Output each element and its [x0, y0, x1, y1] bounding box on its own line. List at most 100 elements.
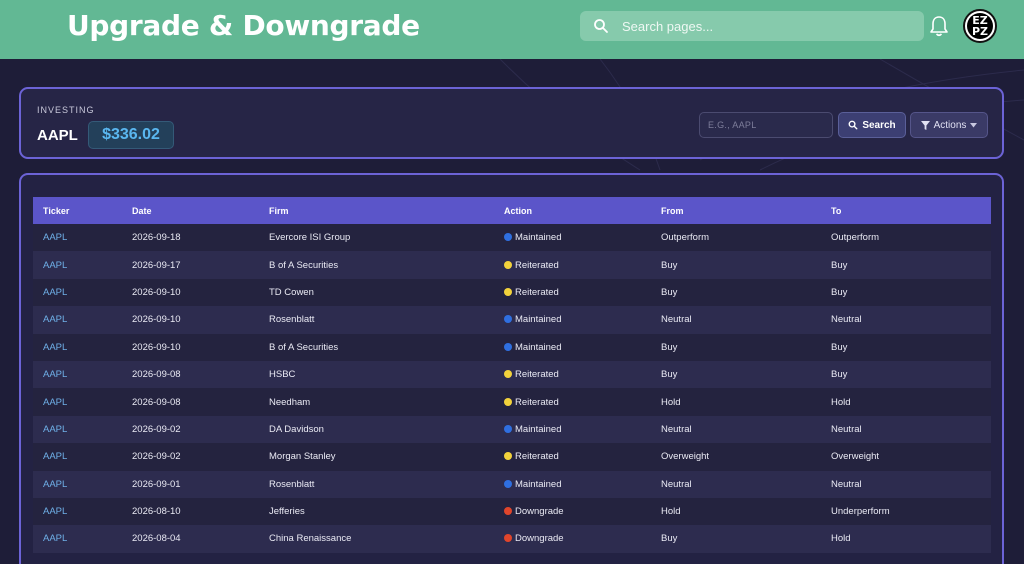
table-row[interactable]: AAPL 2026-08-10 Jefferies Downgrade Hold Unde…: [33, 497, 991, 526]
filter-icon: [920, 120, 930, 130]
row-date: 2026-09-18: [132, 232, 181, 244]
action-label: Downgrade: [515, 533, 564, 545]
page-search-bar[interactable]: [580, 11, 924, 41]
table-body: AAPL 2026-09-18 Evercore ISI Group Maintain…: [33, 224, 991, 553]
row-firm: DA Davidson: [269, 423, 324, 435]
page-search-input[interactable]: [622, 18, 912, 34]
action-label: Maintained: [515, 232, 562, 244]
table-row[interactable]: AAPL 2026-09-17 B of A Securities Reiterate…: [33, 251, 991, 279]
row-ticker-link[interactable]: AAPL: [43, 232, 68, 244]
search-icon: [594, 19, 608, 33]
table-row[interactable]: AAPL 2026-09-01 Rosenblatt Maintained Neutra…: [33, 470, 991, 498]
action-label: Reiterated: [515, 369, 559, 381]
row-from-rating: Hold: [661, 396, 681, 408]
row-date: 2026-09-08: [132, 369, 181, 381]
row-action: Reiterated: [494, 443, 651, 470]
row-action: Maintained: [494, 224, 651, 251]
row-date: 2026-08-10: [132, 506, 181, 518]
row-firm: Rosenblatt: [269, 478, 315, 490]
row-ticker-link[interactable]: AAPL: [43, 286, 68, 298]
row-firm: B of A Securities: [269, 341, 339, 353]
action-label: Maintained: [515, 341, 562, 353]
row-ticker-link[interactable]: AAPL: [43, 369, 68, 381]
ticker-search-input[interactable]: [699, 112, 833, 138]
row-ticker-link[interactable]: AAPL: [43, 451, 68, 463]
row-to-rating: Neutral: [831, 423, 862, 435]
row-date: 2026-09-08: [132, 396, 181, 408]
row-to-rating: Neutral: [831, 314, 862, 326]
ticker-symbol: AAPL: [37, 127, 78, 144]
row-to-rating: Hold: [831, 396, 851, 408]
top-header: Upgrade & Downgrade EZ PZ: [0, 0, 1024, 59]
search-button[interactable]: Search: [838, 112, 906, 138]
row-to-rating: Hold: [831, 533, 851, 545]
avatar-text-line2: PZ: [971, 25, 989, 38]
table-row[interactable]: AAPL 2026-09-02 Morgan Stanley Reiterated Ov…: [33, 443, 991, 471]
row-firm: TD Cowen: [269, 286, 314, 298]
table-header-row: Ticker Date Firm Action From To: [33, 197, 991, 224]
row-action: Reiterated: [494, 361, 651, 388]
actions-button[interactable]: Actions: [910, 112, 988, 138]
ticker-summary-panel: INVESTING AAPL $336.02 Search Actions: [19, 87, 1004, 159]
status-dot-icon: [504, 342, 512, 351]
row-firm: China Renaissance: [269, 533, 352, 545]
action-label: Maintained: [515, 423, 562, 435]
row-from-rating: Buy: [661, 533, 678, 545]
column-header-date[interactable]: Date: [132, 205, 152, 216]
chevron-down-icon: [970, 122, 978, 127]
table-row[interactable]: AAPL 2026-09-08 Needham Reiterated Hold Hold: [33, 388, 991, 416]
column-header-from[interactable]: From: [661, 205, 684, 216]
table-row[interactable]: AAPL 2026-09-10 B of A Securities Maintaine…: [33, 333, 991, 361]
row-firm: B of A Securities: [269, 259, 339, 271]
row-ticker-link[interactable]: AAPL: [43, 506, 68, 518]
row-ticker-link[interactable]: AAPL: [43, 259, 68, 271]
action-label: Maintained: [515, 314, 562, 326]
table-row[interactable]: AAPL 2026-08-04 China Renaissance Downgrade…: [33, 525, 991, 553]
status-dot-icon: [504, 424, 512, 433]
row-action: Downgrade: [494, 525, 651, 552]
row-to-rating: Neutral: [831, 478, 862, 490]
table-row[interactable]: AAPL 2026-09-02 DA Davidson Maintained Neutr…: [33, 415, 991, 444]
row-ticker-link[interactable]: AAPL: [43, 533, 68, 545]
row-to-rating: Buy: [831, 259, 848, 271]
status-dot-icon: [504, 315, 512, 324]
row-ticker-link[interactable]: AAPL: [43, 396, 68, 408]
column-header-ticker[interactable]: Ticker: [43, 205, 70, 216]
column-header-to[interactable]: To: [831, 205, 842, 216]
table-row[interactable]: AAPL 2026-09-10 TD Cowen Reiterated Buy Buy: [33, 278, 991, 307]
row-from-rating: Overweight: [661, 451, 710, 463]
table-row[interactable]: AAPL 2026-09-08 HSBC Reiterated Buy Buy: [33, 360, 991, 389]
status-dot-icon: [504, 260, 512, 269]
row-ticker-link[interactable]: AAPL: [43, 341, 68, 353]
row-to-rating: Overweight: [831, 451, 880, 463]
action-label: Downgrade: [515, 506, 564, 518]
status-dot-icon: [504, 479, 512, 488]
column-header-firm[interactable]: Firm: [269, 205, 289, 216]
row-from-rating: Neutral: [661, 478, 692, 490]
status-dot-icon: [504, 233, 512, 242]
status-dot-icon: [504, 452, 512, 461]
row-date: 2026-09-10: [132, 341, 181, 353]
status-dot-icon: [504, 534, 512, 543]
avatar[interactable]: EZ PZ: [963, 9, 997, 43]
row-date: 2026-09-02: [132, 423, 181, 435]
action-label: Reiterated: [515, 259, 559, 271]
row-ticker-link[interactable]: AAPL: [43, 314, 68, 326]
row-to-rating: Buy: [831, 341, 848, 353]
row-date: 2026-08-04: [132, 533, 181, 545]
row-action: Maintained: [494, 334, 651, 361]
actions-button-label: Actions: [933, 119, 967, 131]
status-dot-icon: [504, 397, 512, 406]
price-badge: $336.02: [88, 121, 174, 149]
row-firm: Rosenblatt: [269, 314, 315, 326]
row-ticker-link[interactable]: AAPL: [43, 478, 68, 490]
row-from-rating: Neutral: [661, 423, 692, 435]
row-ticker-link[interactable]: AAPL: [43, 423, 68, 435]
column-header-action[interactable]: Action: [504, 205, 532, 216]
page-title: Upgrade & Downgrade: [67, 9, 420, 42]
bell-icon[interactable]: [929, 15, 949, 37]
table-row[interactable]: AAPL 2026-09-10 Rosenblatt Maintained Neutra…: [33, 306, 991, 334]
row-from-rating: Neutral: [661, 314, 692, 326]
table-row[interactable]: AAPL 2026-09-18 Evercore ISI Group Maintain…: [33, 224, 991, 252]
status-dot-icon: [504, 370, 512, 379]
